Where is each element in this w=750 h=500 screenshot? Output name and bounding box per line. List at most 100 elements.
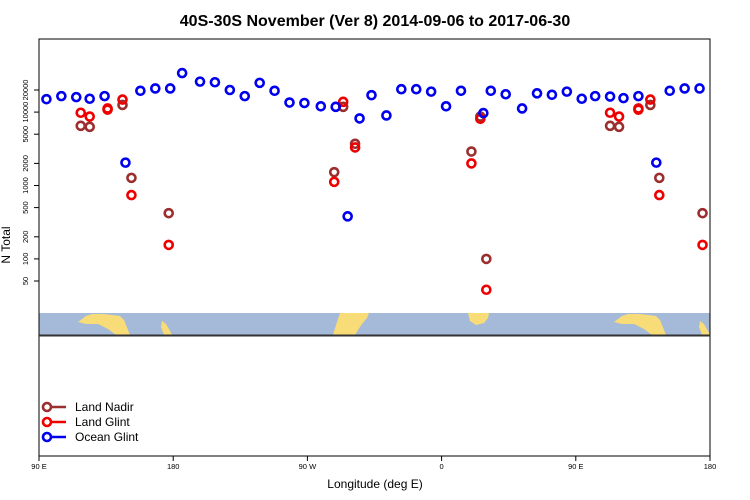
y-tick-label: 20000 [21, 80, 30, 101]
ocean-glint-point [366, 89, 377, 101]
ocean-glint-point [299, 97, 310, 109]
ocean-glint-point [224, 84, 236, 96]
ocean-glint-point [194, 76, 206, 87]
land-nadir-point [328, 166, 340, 178]
ocean-glint-point [576, 93, 588, 105]
land-glint-point [645, 94, 656, 105]
x-tick-label: 0 [440, 462, 444, 471]
ocean-glint-point [41, 93, 52, 105]
map-land-new-zealand-left [161, 321, 172, 335]
ocean-glint-point [330, 101, 342, 113]
y-axis-label: N Total [0, 226, 13, 263]
x-tick-label: 90 W [299, 462, 317, 471]
land-nadir-point [163, 207, 175, 219]
legend-label-land-glint: Land Glint [75, 415, 130, 429]
land-nadir-point [126, 172, 137, 184]
y-tick-label: 100 [21, 253, 30, 266]
ocean-glint-point [694, 83, 705, 94]
legend-marker-ocean-glint [41, 431, 53, 443]
land-glint-point [654, 189, 665, 201]
x-tick-label: 180 [167, 462, 180, 471]
land-glint-point [163, 239, 175, 251]
land-nadir-point [613, 121, 625, 133]
land-glint-point [75, 107, 87, 119]
map-strip [39, 313, 710, 335]
land-glint-point [613, 111, 625, 122]
ocean-glint-point [284, 97, 295, 108]
ocean-glint-point [440, 100, 452, 112]
ocean-glint-point [500, 88, 512, 100]
land-glint-point [117, 94, 128, 105]
ocean-glint-point [664, 85, 676, 97]
land-glint-point [697, 239, 708, 251]
ocean-glint-point [342, 211, 353, 222]
y-tick-label: 50 [21, 277, 30, 285]
ocean-glint-point [455, 85, 467, 97]
ocean-glint-point [56, 90, 67, 102]
ocean-glint-point [150, 83, 161, 94]
land-nadir-point [697, 207, 708, 219]
land-nadir-point [604, 120, 616, 132]
land-glint-point [337, 96, 349, 108]
legend-label-land-nadir: Land Nadir [75, 400, 134, 414]
land-glint-point [126, 189, 137, 201]
ocean-glint-point [485, 85, 497, 97]
land-nadir-point [75, 120, 87, 132]
ocean-glint-point [396, 83, 407, 95]
ocean-glint-point [176, 67, 188, 79]
land-nadir-point [645, 99, 656, 111]
map-land-australia-left [78, 314, 130, 335]
chart-title: 40S-30S November (Ver 8) 2014-09-06 to 2… [180, 13, 571, 30]
ocean-glint-point [381, 110, 392, 121]
ocean-glint-point [618, 92, 629, 104]
land-nadir-point [466, 146, 477, 157]
land-glint-point [328, 176, 340, 188]
ocean-glint-point [425, 86, 437, 97]
y-tick-label: 200 [21, 231, 30, 244]
ocean-glint-point [410, 83, 422, 95]
y-tick-label: 1000 [21, 177, 30, 194]
data-points [41, 67, 708, 296]
legend-marker-land-glint [41, 416, 53, 428]
land-glint-point [102, 103, 113, 114]
ocean-glint-point [315, 100, 327, 112]
land-glint-point [466, 158, 477, 169]
ocean-glint-point [604, 91, 616, 102]
land-nadir-point [117, 99, 128, 111]
land-glint-point [481, 284, 492, 296]
plot-frame [38, 38, 711, 457]
ocean-glint-point [135, 85, 146, 97]
ocean-glint-point [84, 93, 95, 105]
map-land-australia-right [614, 314, 666, 335]
ocean-glint-point [209, 76, 221, 88]
ocean-glint-point [546, 89, 558, 101]
legend-marker-land-nadir [41, 401, 53, 413]
x-tick-label: 180 [704, 462, 717, 471]
ocean-glint-point [679, 83, 690, 94]
x-tick-label: 90 E [31, 462, 46, 471]
ocean-glint-point [120, 157, 131, 168]
map-land-new-zealand-right [699, 321, 710, 335]
ocean-glint-point [589, 90, 601, 102]
land-nadir-point [654, 172, 665, 184]
land-nadir-point [481, 253, 492, 265]
land-glint-point [604, 107, 616, 119]
land-glint-point [84, 111, 95, 122]
ocean-glint-point [478, 107, 489, 119]
y-tick-label: 500 [21, 201, 30, 214]
ocean-glint-point [354, 113, 365, 124]
ocean-glint-point [70, 91, 82, 103]
map-land-south-america [333, 313, 369, 335]
x-axis-label: Longitude (deg E) [327, 477, 422, 491]
ocean-glint-point [651, 157, 662, 168]
axes: 90 E 180 90 W 0 90 E 180500100020005000100002… [21, 38, 717, 471]
land-glint-point [349, 142, 361, 153]
ocean-glint-point [99, 90, 110, 102]
ocean-glint-point [239, 90, 251, 102]
ocean-glint-point [633, 90, 644, 102]
legend-label-ocean-glint: Ocean Glint [75, 430, 139, 444]
x-tick-label: 90 E [568, 462, 583, 471]
ocean-glint-point [561, 86, 573, 97]
